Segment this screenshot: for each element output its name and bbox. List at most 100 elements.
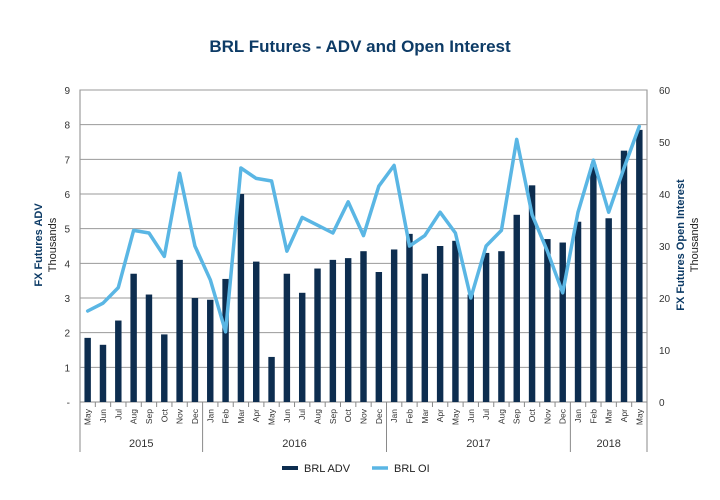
adv-bar bbox=[636, 129, 643, 402]
x-tick-label: Dec bbox=[558, 408, 568, 424]
adv-bar bbox=[620, 150, 628, 402]
x-tick-label: May bbox=[267, 408, 277, 425]
adv-bar bbox=[375, 272, 383, 402]
adv-bar bbox=[605, 218, 612, 402]
adv-bar bbox=[207, 299, 214, 402]
y-right-tick-label: 60 bbox=[659, 86, 671, 97]
year-label: 2018 bbox=[596, 438, 620, 450]
x-tick-label: Feb bbox=[404, 409, 414, 424]
adv-bar bbox=[574, 221, 582, 402]
x-tick-label: Jul bbox=[481, 409, 491, 420]
x-tick-label: Oct bbox=[527, 408, 537, 422]
x-tick-label: Oct bbox=[343, 408, 353, 422]
bars-layer bbox=[84, 129, 643, 402]
x-tick-label: Jan bbox=[205, 409, 215, 423]
adv-bar bbox=[237, 194, 245, 402]
adv-bar bbox=[452, 240, 459, 402]
adv-bar bbox=[421, 273, 429, 402]
x-tick-label: Apr bbox=[619, 409, 629, 422]
adv-bar bbox=[513, 214, 520, 402]
y-left-tick-label: 1 bbox=[64, 363, 70, 374]
y-left-tick-label: 7 bbox=[64, 155, 70, 166]
y-left-tick-label: 4 bbox=[64, 259, 70, 270]
adv-bar bbox=[176, 259, 183, 402]
x-tick-label: May bbox=[83, 408, 93, 425]
x-tick-label: Nov bbox=[542, 408, 552, 424]
x-tick-label: Mar bbox=[604, 409, 614, 424]
x-tick-label: Jun bbox=[98, 409, 108, 423]
x-tick-label: Mar bbox=[236, 409, 246, 424]
year-label: 2015 bbox=[129, 438, 153, 450]
y-right-tick-label: 40 bbox=[659, 190, 671, 201]
y-right-tick-label: 0 bbox=[659, 398, 665, 409]
legend-swatch-adv bbox=[282, 466, 298, 470]
x-tick-label: Aug bbox=[129, 409, 139, 424]
year-label: 2017 bbox=[466, 438, 490, 450]
x-tick-label: Jul bbox=[297, 409, 307, 420]
x-tick-label: Jan bbox=[389, 409, 399, 423]
adv-bar bbox=[191, 298, 199, 402]
y-left-tick-label: 6 bbox=[64, 190, 70, 201]
adv-bar bbox=[467, 294, 474, 402]
adv-bar bbox=[498, 251, 505, 402]
adv-bar bbox=[253, 261, 260, 402]
adv-bar bbox=[390, 249, 398, 402]
x-tick-label: Dec bbox=[374, 408, 384, 424]
adv-bar bbox=[115, 320, 122, 402]
y-left-tick-label: 3 bbox=[64, 294, 70, 305]
y-left-tick-label: 2 bbox=[64, 329, 70, 340]
adv-bar bbox=[161, 334, 168, 402]
year-label: 2016 bbox=[282, 438, 306, 450]
y-left-tick-label: - bbox=[67, 398, 70, 409]
y-left-title: FX Futures ADV bbox=[33, 203, 45, 287]
adv-bar bbox=[268, 356, 275, 402]
x-tick-label: Dec bbox=[190, 408, 200, 424]
x-tick-label: May bbox=[634, 408, 644, 425]
chart-title: BRL Futures - ADV and Open Interest bbox=[209, 37, 511, 56]
x-tick-label: Jun bbox=[466, 409, 476, 423]
oi-line bbox=[85, 124, 642, 334]
adv-bar bbox=[436, 246, 444, 402]
adv-bar bbox=[329, 259, 337, 402]
legend: BRL ADV BRL OI bbox=[282, 463, 430, 475]
x-tick-label: Sep bbox=[512, 409, 522, 424]
y-right-tick-label: 10 bbox=[659, 346, 671, 357]
adv-bar bbox=[222, 278, 229, 402]
x-tick-label: Jul bbox=[113, 409, 123, 420]
adv-bar bbox=[84, 337, 91, 402]
adv-bar bbox=[145, 294, 153, 402]
adv-bar bbox=[344, 258, 352, 402]
legend-label-adv: BRL ADV bbox=[304, 463, 351, 475]
y-left-tick-label: 8 bbox=[64, 121, 70, 132]
x-tick-label: Sep bbox=[328, 409, 338, 424]
adv-bar bbox=[99, 344, 107, 402]
adv-bar bbox=[559, 242, 566, 402]
line-layer bbox=[85, 124, 642, 334]
x-tick-label: Aug bbox=[496, 409, 506, 424]
adv-bar bbox=[528, 185, 536, 402]
adv-bar bbox=[360, 251, 367, 402]
x-tick-label: Jan bbox=[573, 409, 583, 423]
adv-bar bbox=[406, 233, 413, 402]
y-right-tick-label: 20 bbox=[659, 294, 671, 305]
x-tick-label: Nov bbox=[359, 408, 369, 424]
x-tick-label: Jun bbox=[282, 409, 292, 423]
x-tick-label: Feb bbox=[221, 409, 231, 424]
legend-label-oi: BRL OI bbox=[394, 463, 430, 475]
y-left-tick-label: 5 bbox=[64, 225, 70, 236]
y-left-tick-label: 9 bbox=[64, 86, 70, 97]
y-right-tick-label: 30 bbox=[659, 242, 671, 253]
adv-bar bbox=[590, 164, 597, 402]
x-tick-label: Nov bbox=[175, 408, 185, 424]
x-tick-label: Feb bbox=[588, 409, 598, 424]
x-tick-label: Oct bbox=[159, 408, 169, 422]
adv-bar bbox=[283, 273, 291, 402]
adv-bar bbox=[298, 292, 306, 402]
x-tick-label: Sep bbox=[144, 409, 154, 424]
y-right-tick-label: 50 bbox=[659, 138, 671, 149]
y-right-label: FX Futures Open Interest Thousands bbox=[675, 179, 701, 311]
x-tick-label: Mar bbox=[420, 409, 430, 424]
x-tick-label: Aug bbox=[313, 409, 323, 424]
x-tick-label: May bbox=[450, 408, 460, 425]
